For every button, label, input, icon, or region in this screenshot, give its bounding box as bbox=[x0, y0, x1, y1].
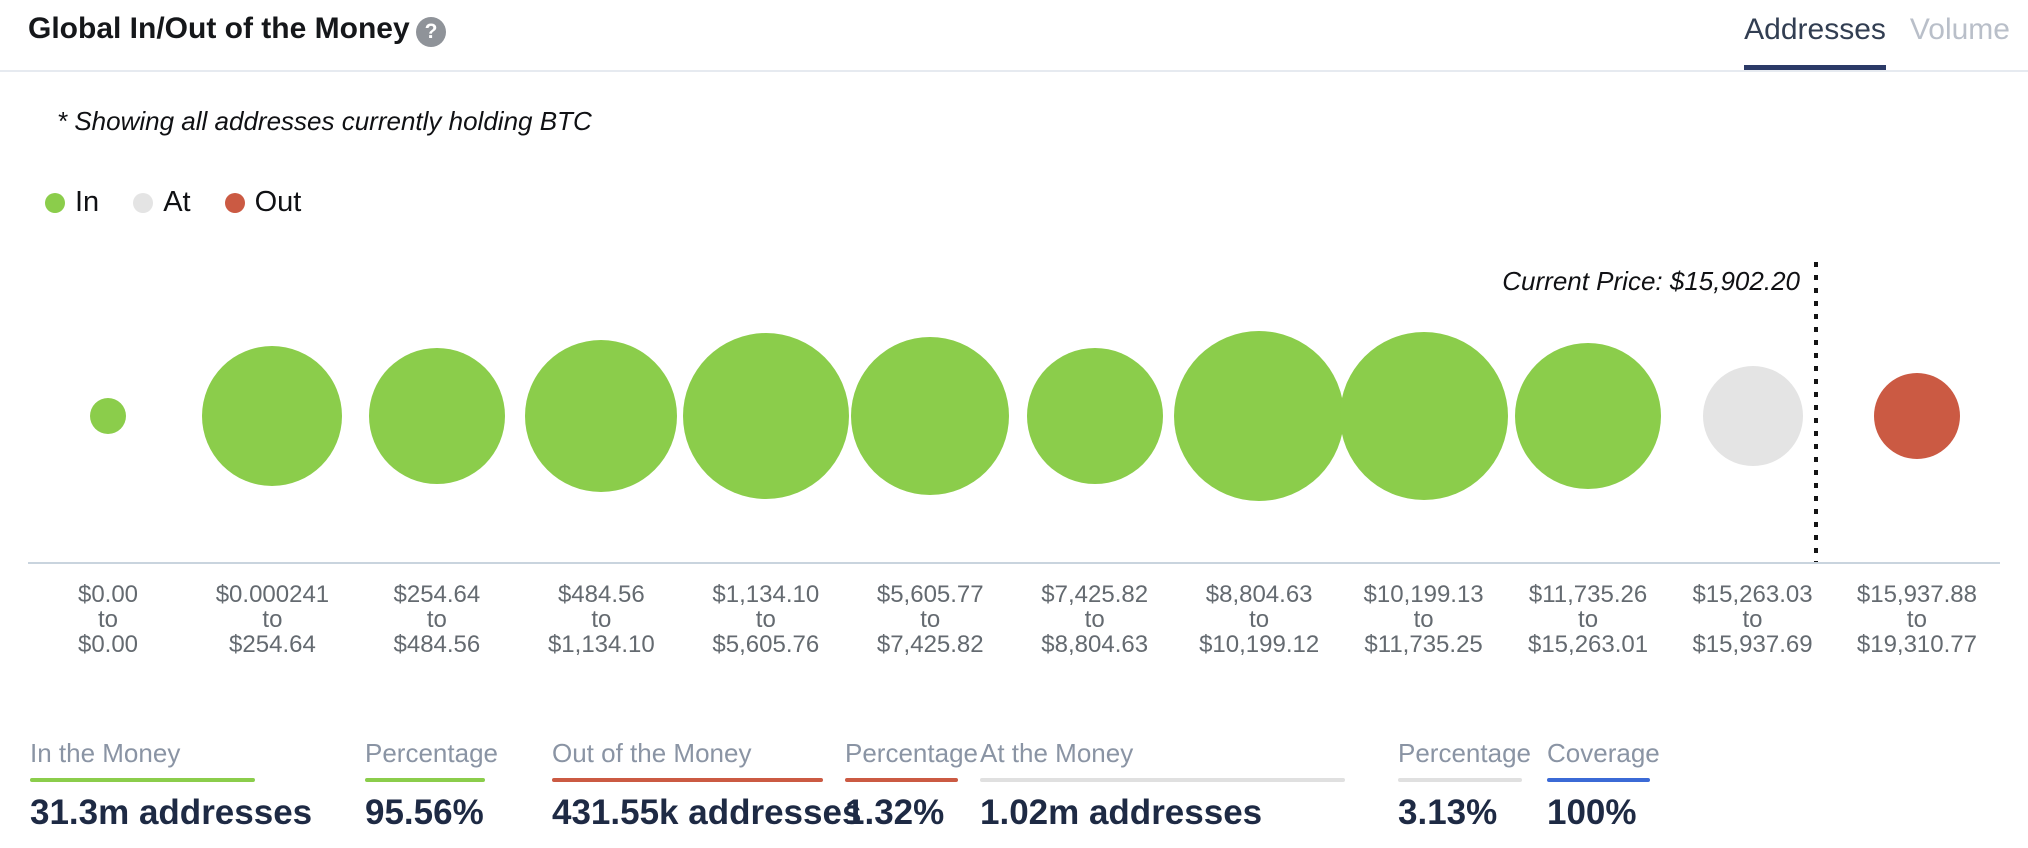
stat-label: Out of the Money bbox=[552, 738, 752, 768]
holding-note: * Showing all addresses currently holdin… bbox=[57, 106, 592, 136]
stat-underline bbox=[30, 778, 255, 782]
stat-underline bbox=[552, 778, 823, 782]
stat-out-of-the-money-3: Out of the Money 431.55k addresses bbox=[552, 738, 862, 833]
bubble-in-2[interactable] bbox=[202, 346, 343, 486]
stat-label: At the Money bbox=[980, 738, 1134, 768]
view-tabs: Addresses Volume bbox=[1744, 13, 2010, 70]
bubble-in-1[interactable] bbox=[90, 398, 126, 434]
tab-volume[interactable]: Volume bbox=[1909, 13, 2010, 46]
stat-value: 3.13% bbox=[1398, 793, 1498, 832]
help-icon[interactable]: ? bbox=[416, 17, 446, 47]
stat-label: Percentage bbox=[1398, 738, 1531, 768]
stat-value: 1.32% bbox=[845, 793, 945, 832]
axis-label-5: $1,134.10 to $5,605.76 bbox=[712, 581, 820, 658]
header-divider bbox=[0, 70, 2028, 72]
stat-value: 1.02m addresses bbox=[980, 793, 1263, 832]
legend-item-in[interactable]: In bbox=[45, 186, 99, 219]
axis-label-10: $11,735.26 to $15,263.01 bbox=[1527, 581, 1649, 658]
axis-label-9: $10,199.13 to $11,735.25 bbox=[1363, 581, 1484, 658]
bubble-in-6[interactable] bbox=[851, 337, 1010, 495]
current-price-label: Current Price: $15,902.20 bbox=[1502, 266, 1800, 296]
x-axis-line bbox=[28, 562, 2000, 564]
axis-label-4: $484.56 to $1,134.10 bbox=[547, 581, 655, 658]
axis-label-8: $8,804.63 to $10,199.12 bbox=[1199, 581, 1320, 658]
stat-label: In the Money bbox=[30, 738, 181, 768]
legend-dot-in bbox=[45, 192, 65, 213]
stat-percentage-6: Percentage 3.13% bbox=[1398, 738, 1531, 833]
stat-value: 31.3m addresses bbox=[30, 793, 313, 832]
axis-label-2: $0.000241 to $254.64 bbox=[215, 581, 330, 658]
stat-label: Coverage bbox=[1547, 738, 1660, 768]
legend-label: Out bbox=[254, 186, 302, 218]
legend-label: In bbox=[75, 186, 100, 218]
axis-label-1: $0.00 to $0.00 bbox=[77, 581, 139, 658]
bubble-in-5[interactable] bbox=[682, 333, 849, 499]
stat-value: 95.56% bbox=[365, 793, 484, 832]
bubble-at-11[interactable] bbox=[1702, 366, 1803, 466]
stat-percentage-2: Percentage 95.56% bbox=[365, 738, 498, 833]
axis-label-6: $5,605.77 to $7,425.82 bbox=[876, 581, 984, 658]
stat-label: Percentage bbox=[845, 738, 978, 768]
stat-underline bbox=[845, 778, 958, 782]
current-price-dotted-line bbox=[1814, 262, 1818, 562]
legend-item-at[interactable]: At bbox=[133, 186, 191, 219]
chart-legend: In At Out bbox=[45, 186, 301, 219]
legend-label: At bbox=[163, 186, 191, 218]
bubble-in-4[interactable] bbox=[525, 340, 678, 492]
stat-in-the-money-1: In the Money 31.3m addresses bbox=[30, 738, 313, 833]
bubble-in-9[interactable] bbox=[1339, 332, 1508, 500]
tab-addresses[interactable]: Addresses bbox=[1744, 13, 1886, 70]
stat-underline bbox=[365, 778, 485, 782]
bubble-in-10[interactable] bbox=[1515, 343, 1662, 489]
legend-dot-at bbox=[133, 192, 154, 213]
legend-dot-out bbox=[224, 192, 245, 213]
stat-percentage-4: Percentage 1.32% bbox=[845, 738, 978, 833]
stat-underline bbox=[1398, 778, 1522, 782]
stat-underline bbox=[1547, 778, 1650, 782]
stat-underline bbox=[980, 778, 1345, 782]
axis-label-7: $7,425.82 to $8,804.63 bbox=[1041, 581, 1149, 658]
bubble-in-3[interactable] bbox=[368, 348, 505, 484]
axis-label-3: $254.64 to $484.56 bbox=[393, 581, 481, 658]
axis-label-11: $15,263.03 to $15,937.69 bbox=[1692, 581, 1813, 658]
bubble-in-8[interactable] bbox=[1174, 331, 1345, 501]
stat-coverage-7: Coverage 100% bbox=[1547, 738, 1660, 833]
stat-label: Percentage bbox=[365, 738, 498, 768]
page-title: Global In/Out of the Money bbox=[28, 12, 410, 45]
stat-value: 100% bbox=[1547, 793, 1637, 832]
bubble-in-7[interactable] bbox=[1026, 348, 1163, 484]
stat-value: 431.55k addresses bbox=[552, 793, 862, 832]
stat-at-the-money-5: At the Money 1.02m addresses bbox=[980, 738, 1345, 833]
axis-label-12: $15,937.88 to $19,310.77 bbox=[1856, 581, 1977, 658]
bubble-out-12[interactable] bbox=[1873, 373, 1960, 459]
legend-item-out[interactable]: Out bbox=[224, 186, 302, 219]
